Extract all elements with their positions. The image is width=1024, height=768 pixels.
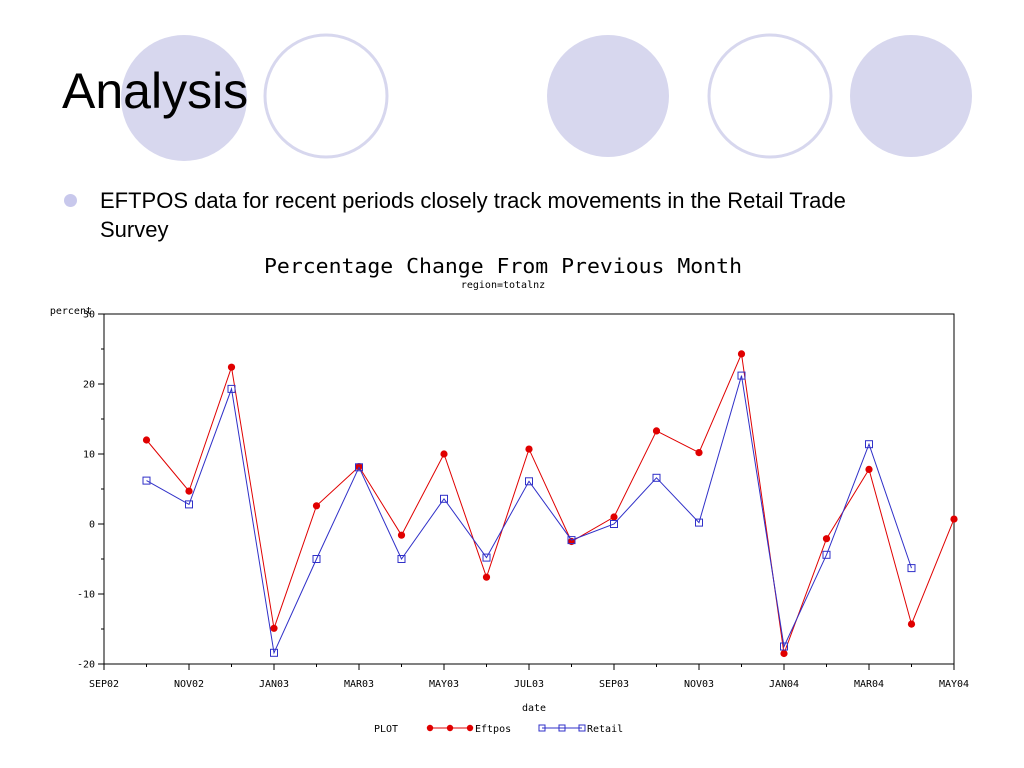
data-point-retail (567, 536, 576, 545)
data-point-retail (227, 384, 236, 393)
data-point-retail (865, 440, 873, 449)
data-point-retail (312, 555, 321, 563)
chart-subtitle: region=totalnz (461, 280, 545, 291)
data-point-retail (142, 476, 151, 485)
data-point-eftpos (610, 513, 618, 521)
data-point-eftpos (185, 487, 193, 495)
data-point-eftpos (482, 573, 491, 581)
data-point-eftpos (865, 465, 873, 473)
data-point-eftpos (227, 363, 236, 371)
data-point-eftpos (312, 502, 321, 510)
legend-items: Eftpos Retail (426, 724, 623, 735)
data-point-eftpos (822, 535, 831, 543)
data-point-retail (525, 477, 533, 486)
y-tick-label: 10 (83, 450, 95, 461)
legend-label: PLOT (374, 724, 398, 735)
x-tick-label: NOV02 (174, 679, 204, 690)
legend-marker (558, 724, 566, 732)
data-point-retail (610, 520, 618, 528)
data-point-eftpos (525, 445, 533, 453)
data-point-eftpos (780, 649, 788, 658)
x-tick-label: MAY04 (939, 679, 969, 690)
data-point-eftpos (907, 620, 916, 628)
legend-entry-label: Eftpos (475, 724, 511, 735)
legend-marker (446, 724, 454, 732)
series-line-retail (146, 375, 912, 655)
y-tick-label: 20 (83, 380, 95, 391)
series-layer (142, 350, 958, 658)
data-point-retail (822, 550, 831, 559)
legend: PLOT Eftpos Retail (374, 724, 623, 735)
decorative-circle-5 (850, 35, 972, 157)
x-axis-label: date (522, 703, 546, 714)
y-tick-label: -10 (77, 590, 95, 601)
chart-title: Percentage Change From Previous Month (264, 254, 742, 278)
x-tick-label: SEP03 (599, 679, 629, 690)
data-point-eftpos (737, 350, 746, 358)
legend-marker (426, 724, 434, 732)
data-point-eftpos (142, 436, 151, 444)
line-chart: Percentage Change From Previous Month re… (50, 254, 969, 735)
data-point-eftpos (950, 515, 958, 523)
slide-title: Analysis (62, 63, 249, 119)
data-point-retail (780, 642, 788, 651)
legend-marker (578, 724, 586, 732)
y-axis: -20 -10 0 10 20 30 (77, 310, 104, 671)
series-line-eftpos (146, 352, 955, 654)
series-retail (142, 371, 916, 657)
decorative-circle-2 (263, 33, 389, 159)
data-point-retail (440, 494, 448, 503)
data-point-eftpos (695, 449, 703, 457)
y-tick-label: -20 (77, 660, 95, 671)
data-point-retail (355, 463, 363, 472)
data-point-retail (695, 518, 703, 527)
data-point-retail (652, 473, 661, 482)
data-point-eftpos (397, 531, 406, 539)
y-axis-label: percent (50, 306, 92, 317)
x-tick-label: MAR03 (344, 679, 374, 690)
decorative-circle-4 (707, 33, 833, 159)
decorative-circle-3 (547, 35, 669, 157)
data-point-retail (397, 555, 406, 563)
data-point-retail (185, 500, 193, 509)
x-tick-label: MAY03 (429, 679, 459, 690)
y-tick-label: 0 (89, 520, 95, 531)
data-point-retail (737, 371, 746, 380)
x-axis: SEP02 NOV02 JAN03 MAR03 MAY03 JUL03 SEP03 NOV03… (89, 664, 969, 690)
data-point-retail (482, 553, 491, 562)
x-tick-label: JAN03 (259, 679, 289, 690)
bullet-dot-icon (64, 194, 77, 207)
x-tick-label: MAR04 (854, 679, 884, 690)
x-tick-label: SEP02 (89, 679, 119, 690)
legend-marker (466, 724, 474, 732)
series-eftpos (142, 350, 958, 658)
legend-marker (538, 724, 546, 732)
decorative-circles (121, 33, 972, 161)
data-point-retail (907, 564, 916, 573)
x-tick-label: NOV03 (684, 679, 714, 690)
data-point-eftpos (270, 624, 278, 632)
x-tick-label: JAN04 (769, 679, 799, 690)
data-point-retail (270, 648, 278, 657)
bullet-text: EFTPOS data for recent periods closely t… (100, 188, 846, 242)
legend-entry-label: Retail (587, 724, 623, 735)
decorative-circle-1 (121, 35, 247, 161)
data-point-eftpos (440, 450, 448, 458)
x-tick-label: JUL03 (514, 679, 544, 690)
y-tick-label: 30 (83, 310, 95, 321)
data-point-eftpos (652, 427, 661, 435)
